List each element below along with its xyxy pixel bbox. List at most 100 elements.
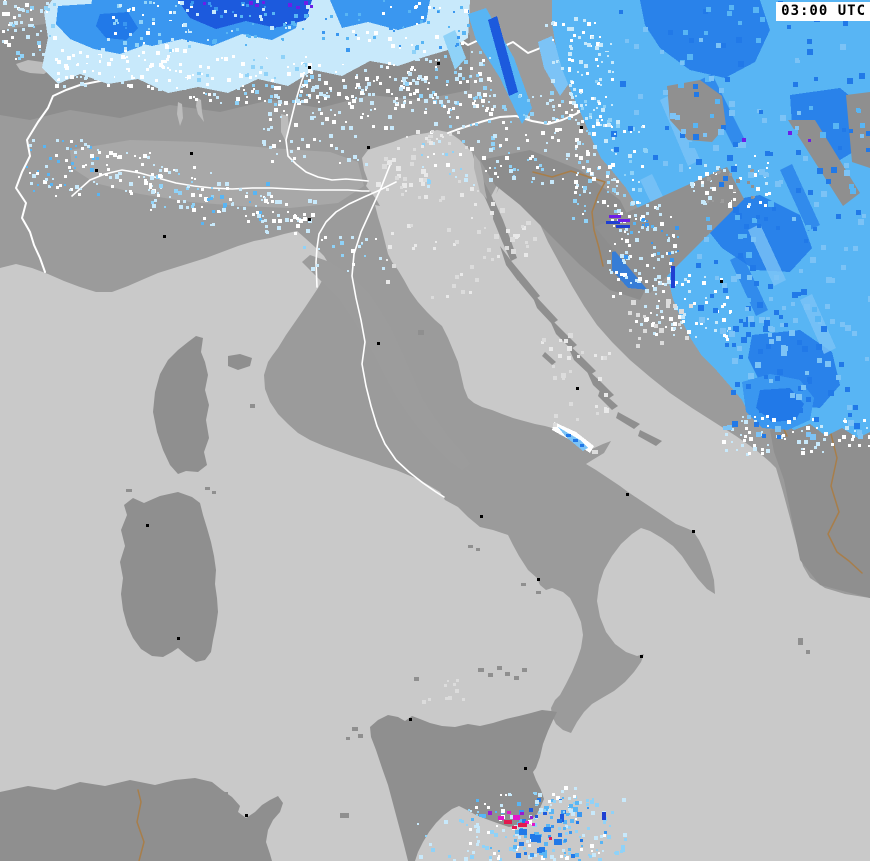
precip-speckle (496, 825, 498, 827)
precip-speckle (485, 109, 488, 112)
precip-speckle (781, 350, 787, 356)
precip-speckle (634, 110, 639, 115)
precip-speckle (604, 831, 607, 834)
precip-speckle (252, 213, 255, 216)
precip-speckle (840, 44, 846, 50)
precip-speckle (755, 362, 761, 368)
precip-speckle (733, 142, 738, 147)
precip-speckle (306, 94, 308, 96)
precip-speckle (318, 74, 321, 77)
precip-speckle (639, 202, 641, 204)
precip-speckle (608, 125, 610, 127)
precip-speckle (767, 162, 769, 164)
precip-speckle (552, 849, 555, 852)
precip-speckle (105, 173, 108, 176)
precip-speckle (331, 35, 333, 37)
precip-speckle (733, 326, 739, 332)
precip-speckle (776, 226, 780, 230)
precip-speckle (599, 43, 603, 47)
precip-speckle (424, 173, 428, 177)
precip-speckle (766, 449, 770, 453)
precip-speckle (570, 819, 574, 823)
precip-speckle (329, 87, 332, 90)
precip-speckle (455, 689, 459, 693)
precip-speckle (139, 157, 141, 159)
precip-speckle (444, 55, 447, 58)
precip-speckle (67, 56, 71, 60)
precip-speckle (546, 102, 549, 105)
precip-speckle (748, 452, 751, 455)
precip-speckle (729, 110, 735, 116)
precip-speckle (707, 177, 711, 181)
precip-speckle (552, 105, 555, 108)
precip-speckle (866, 131, 870, 136)
precip-speckle (247, 220, 250, 223)
precip-speckle (330, 144, 333, 147)
precip-speckle (245, 195, 248, 198)
precip-speckle (201, 206, 203, 208)
precip-speckle (341, 66, 344, 69)
precip-speckle (666, 304, 670, 308)
precip-speckle (642, 218, 645, 221)
precip-speckle (750, 322, 755, 327)
precip-speckle (475, 806, 478, 809)
intense-echo-pixel (566, 434, 571, 437)
precip-speckle (566, 153, 570, 157)
precip-speckle (462, 31, 466, 35)
precip-speckle (727, 198, 731, 202)
precip-speckle (433, 101, 436, 104)
precip-speckle (643, 27, 648, 32)
precip-speckle (558, 827, 561, 830)
island-strip (493, 200, 517, 261)
precip-speckle (469, 291, 472, 294)
precip-speckle (64, 64, 68, 68)
precip-speckle (826, 277, 832, 283)
precip-speckle (191, 181, 193, 183)
precip-speckle (418, 2, 421, 5)
precip-speckle (841, 265, 846, 270)
precip-speckle (217, 182, 221, 186)
precip-speckle (340, 241, 344, 245)
precip-speckle (365, 86, 368, 89)
precip-speckle (74, 151, 77, 154)
precip-speckle (301, 62, 304, 65)
precip-speckle (260, 18, 263, 21)
precip-speckle (484, 227, 486, 229)
precip-speckle (50, 183, 53, 186)
precip-area (178, 0, 312, 29)
precip-speckle (719, 171, 721, 173)
precip-speckle (424, 111, 427, 114)
precip-speckle (756, 432, 761, 437)
precip-speckle (412, 79, 415, 82)
precip-speckle (844, 247, 848, 251)
precip-speckle (476, 823, 479, 826)
precip-speckle (698, 176, 702, 180)
precip-speckle (282, 80, 284, 82)
precip-speckle (476, 799, 479, 802)
precip-speckle (348, 102, 351, 105)
precip-speckle (628, 215, 631, 218)
precip-speckle (758, 349, 763, 354)
precip-speckle (428, 698, 431, 701)
precip-speckle (155, 11, 158, 14)
precip-speckle (365, 238, 368, 241)
precip-speckle (642, 224, 644, 226)
city-dot (480, 515, 483, 518)
precip-speckle (736, 143, 741, 148)
radar-sector-gap (846, 92, 870, 168)
precip-speckle (346, 37, 349, 40)
precip-speckle (242, 4, 244, 6)
precip-speckle (682, 320, 685, 323)
precip-speckle (508, 152, 510, 154)
precip-speckle (607, 181, 610, 184)
precip-speckle (47, 173, 50, 176)
precip-speckle (421, 182, 425, 186)
precip-speckle (518, 95, 521, 98)
precip-speckle (413, 92, 416, 95)
precip-speckle (57, 60, 61, 64)
precip-speckle (345, 96, 348, 99)
precip-speckle (406, 136, 408, 138)
precip-speckle (675, 115, 680, 120)
precip-speckle (410, 68, 413, 71)
precip-speckle (144, 179, 147, 182)
